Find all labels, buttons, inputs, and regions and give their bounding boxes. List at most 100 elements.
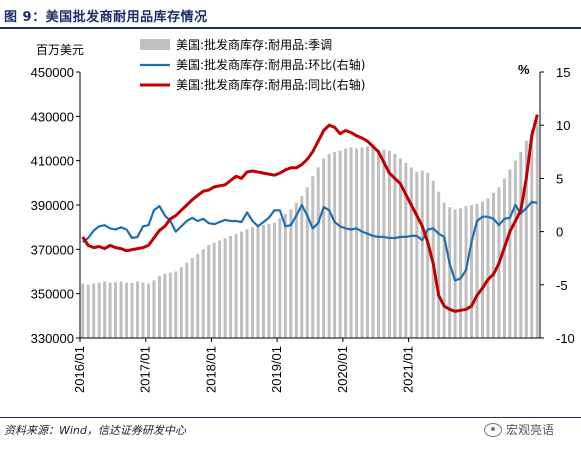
yoy-line	[81, 114, 539, 313]
left-tick-label: 390000	[31, 198, 74, 213]
legend-swatch-bar	[140, 39, 170, 50]
x-tick-label: 2019/01	[269, 346, 284, 393]
inventory-bar	[240, 231, 244, 338]
inventory-bar	[174, 271, 178, 338]
right-tick-label: 10	[556, 118, 570, 133]
x-tick-label: 2020/01	[335, 346, 350, 393]
right-axis-unit: %	[518, 62, 530, 77]
inventory-bar	[338, 150, 342, 338]
inventory-bar	[470, 205, 474, 338]
watermark: 宏观亮语	[484, 421, 554, 438]
inventory-bar	[97, 282, 101, 338]
title-rule	[0, 27, 581, 29]
left-tick-label: 450000	[31, 65, 74, 80]
inventory-bar	[229, 236, 233, 338]
inventory-bar	[382, 149, 386, 338]
inventory-bar	[289, 209, 293, 338]
inventory-bar	[415, 171, 419, 338]
right-tick-label: 5	[556, 171, 563, 186]
inventory-bar	[114, 282, 118, 338]
inventory-bar	[508, 169, 512, 338]
inventory-bar	[223, 238, 227, 338]
inventory-bar	[420, 170, 424, 338]
x-tick-label: 2016/01	[72, 346, 87, 393]
inventory-bar	[491, 192, 495, 338]
inventory-bar	[453, 209, 457, 338]
inventory-bar	[393, 154, 397, 338]
inventory-bar	[196, 253, 200, 338]
legend-label: 美国:批发商库存:耐用品:环比(右轴)	[176, 57, 366, 72]
inventory-bar	[119, 281, 123, 338]
inventory-bar	[168, 272, 172, 338]
inventory-bar	[464, 206, 468, 338]
inventory-bar	[185, 262, 189, 338]
chart: 330000 350000 370000 390000 410000 430000 4500…	[31, 37, 575, 393]
inventory-bar	[513, 160, 517, 338]
inventory-bar	[305, 187, 309, 338]
x-tick-label: 2017/01	[138, 346, 153, 393]
inventory-bar	[234, 233, 238, 338]
mom-line	[82, 200, 538, 282]
inventory-bar	[327, 154, 331, 338]
axes: 330000 350000 370000 390000 410000 430000 4500…	[31, 65, 575, 393]
inventory-bar	[333, 151, 337, 338]
left-axis-unit: 百万美元	[36, 43, 84, 57]
inventory-bar	[179, 267, 183, 338]
right-tick-label: 0	[556, 225, 563, 240]
inventory-bar	[157, 275, 161, 338]
inventory-bar	[146, 283, 150, 338]
inventory-bar	[398, 158, 402, 338]
inventory-bar	[322, 158, 326, 338]
inventory-bar	[426, 172, 430, 338]
inventory-bar	[218, 240, 222, 338]
inventory-bar	[344, 148, 348, 338]
inventory-bar	[135, 281, 140, 338]
inventory-bar	[86, 284, 90, 338]
inventory-bar	[360, 147, 364, 338]
inventory-bar	[376, 149, 380, 338]
inventory-bar	[442, 202, 446, 338]
inventory-bar	[81, 283, 85, 338]
inventory-bar	[212, 242, 216, 338]
inventory-bar	[404, 162, 408, 338]
inventory-bar	[207, 244, 211, 338]
left-tick-label: 430000	[31, 109, 74, 124]
inventory-bar	[355, 148, 359, 338]
left-tick-label: 410000	[31, 154, 74, 169]
inventory-bar	[535, 120, 539, 339]
source-note: 资料来源：Wind，信达证券研发中心	[4, 424, 186, 437]
inventory-bar	[278, 218, 282, 338]
inventory-bar	[311, 176, 315, 338]
inventory-bar	[524, 140, 528, 338]
inventory-bar	[103, 281, 107, 338]
inventory-bar	[448, 207, 452, 338]
inventory-bar	[387, 150, 391, 338]
inventory-bar	[409, 167, 413, 338]
inventory-bar	[245, 229, 249, 338]
right-tick-label: -10	[556, 331, 575, 346]
figure-title: 图 9：美国批发商耐用品库存情况	[4, 10, 208, 25]
inventory-bar	[349, 147, 353, 338]
right-tick-label: -5	[556, 278, 568, 293]
inventory-bar	[261, 224, 265, 338]
inventory-bar	[130, 283, 134, 338]
inventory-bar	[256, 226, 260, 338]
inventory-bar	[480, 201, 485, 338]
inventory-bar	[267, 223, 271, 338]
inventory-bar	[316, 167, 320, 338]
inventory-bar	[141, 282, 145, 338]
inventory-bar	[475, 203, 479, 338]
footer-rule	[0, 417, 581, 418]
inventory-bar	[519, 151, 523, 338]
inventory-bar	[201, 249, 205, 338]
wechat-icon	[484, 422, 502, 437]
inventory-bar	[163, 273, 167, 338]
inventory-bar	[294, 202, 298, 338]
inventory-bar	[437, 191, 441, 338]
x-tick-label: 2018/01	[203, 346, 218, 393]
legend-label: 美国:批发商库存:耐用品:季调	[176, 37, 332, 52]
inventory-bar	[530, 129, 534, 338]
watermark-text: 宏观亮语	[506, 423, 555, 437]
left-tick-label: 330000	[31, 331, 74, 346]
